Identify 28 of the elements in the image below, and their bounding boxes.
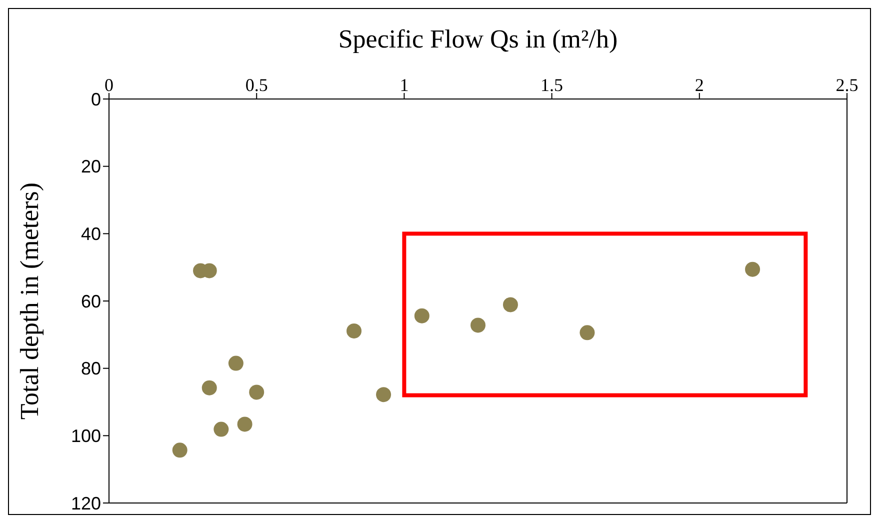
y-tick-label: 120 (70, 493, 101, 514)
y-tick-label: 100 (70, 426, 101, 446)
y-tick-label: 80 (80, 358, 101, 379)
point (580, 325, 595, 340)
x-tick-label: 0.5 (245, 75, 268, 95)
x-tick-label: 1.5 (540, 75, 564, 95)
point (470, 318, 486, 333)
y-tick-label: 20 (80, 156, 101, 177)
x-tick-label: 2.5 (836, 75, 858, 95)
x-axis-title: Specific Flow Qs in (m²/h) (338, 24, 618, 54)
point (376, 387, 392, 402)
point (249, 384, 264, 400)
point (502, 297, 518, 312)
point (202, 380, 217, 396)
point (172, 442, 188, 458)
y-axis-title: Total depth in (meters) (15, 182, 44, 420)
point (214, 422, 229, 437)
point (745, 262, 760, 277)
point (414, 308, 430, 324)
point (237, 416, 252, 432)
x-tick-label: 2 (694, 75, 704, 95)
x-tick-label: 1 (400, 75, 409, 95)
x-tick-label: 0 (104, 75, 114, 95)
y-tick-label: 60 (80, 291, 101, 312)
point (346, 323, 362, 338)
y-tick-label: 40 (80, 224, 101, 244)
point (228, 356, 244, 371)
y-tick-label: 0 (90, 89, 101, 110)
